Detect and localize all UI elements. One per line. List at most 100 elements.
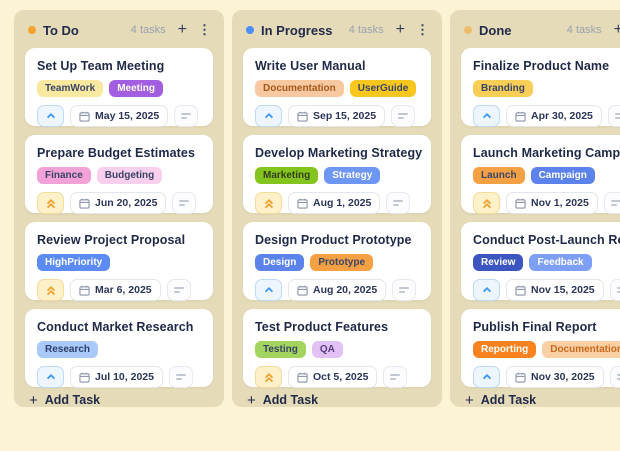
due-date-chip[interactable]: Nov 1, 2025 <box>506 192 598 214</box>
status-dot-icon <box>28 26 36 34</box>
priority-button[interactable] <box>37 366 64 388</box>
column-title: To Do <box>43 22 79 38</box>
notes-icon <box>173 291 180 293</box>
plus-icon: + <box>29 391 38 409</box>
notes-button[interactable] <box>166 279 191 301</box>
tag: TeamWork <box>37 80 104 97</box>
add-task-button[interactable]: + Add Task <box>25 387 213 409</box>
column-menu-button[interactable]: ⋮ <box>416 22 429 37</box>
priority-button[interactable] <box>255 192 282 214</box>
calendar-icon <box>79 198 90 209</box>
notes-icon <box>179 200 190 202</box>
due-date-chip[interactable]: Apr 30, 2025 <box>506 105 602 127</box>
calendar-icon <box>515 111 526 122</box>
priority-button[interactable] <box>255 279 282 301</box>
card-title: Design Product Prototype <box>255 233 412 247</box>
due-date: Mar 6, 2025 <box>95 284 152 296</box>
notes-icon <box>179 204 186 206</box>
notes-button[interactable] <box>383 366 408 388</box>
notes-button[interactable] <box>174 105 199 127</box>
priority-button[interactable] <box>255 105 282 127</box>
chevron-up-icon <box>482 112 491 122</box>
notes-icon <box>610 204 617 206</box>
add-task-button[interactable]: + Add Task <box>243 387 431 409</box>
task-card[interactable]: Review Project Proposal HighPriority Mar… <box>25 222 213 301</box>
add-task-label: Add Task <box>480 393 537 407</box>
task-card[interactable]: Publish Final Report Reporting Documentat… <box>461 309 620 388</box>
card-title: Publish Final Report <box>473 320 597 334</box>
task-count: 4 tasks <box>130 24 166 36</box>
priority-button[interactable] <box>255 366 282 388</box>
due-date-chip[interactable]: Jun 20, 2025 <box>70 192 167 214</box>
tag: Reporting <box>473 341 537 358</box>
task-card[interactable]: Write User Manual Documentation UserGuide… <box>243 48 431 127</box>
tag-list: HighPriority <box>37 254 201 271</box>
due-date-chip[interactable]: Aug 1, 2025 <box>288 192 381 214</box>
due-date-chip[interactable]: Mar 6, 2025 <box>70 279 161 301</box>
task-card[interactable]: Conduct Post-Launch Review Review Feedbac… <box>461 222 620 301</box>
tag-list: Reporting Documentation <box>473 341 620 358</box>
notes-button[interactable] <box>607 105 620 127</box>
card-meta: Jul 10, 2025 <box>37 366 201 388</box>
tag: Prototype <box>310 254 374 271</box>
due-date: Jul 10, 2025 <box>95 371 154 383</box>
task-card[interactable]: Develop Marketing Strategy Marketing Stra… <box>243 135 431 214</box>
task-card[interactable]: Conduct Market Research Research Jul 10,… <box>25 309 213 388</box>
column-header: To Do 4 tasks + ⋮ <box>25 22 213 38</box>
notes-button[interactable] <box>168 366 193 388</box>
tag-list: TeamWork Meeting <box>37 80 201 97</box>
task-card[interactable]: Launch Marketing Campaign Launch Campaign… <box>461 135 620 214</box>
due-date-chip[interactable]: May 15, 2025 <box>70 105 169 127</box>
calendar-icon <box>297 198 308 209</box>
due-date-chip[interactable]: Sep 15, 2025 <box>288 105 386 127</box>
card-meta: Mar 6, 2025 <box>37 279 201 301</box>
tag: Budgeting <box>96 167 163 184</box>
card-title: Test Product Features <box>255 320 389 334</box>
add-task-button[interactable]: + Add Task <box>461 387 620 408</box>
priority-button[interactable] <box>473 105 500 127</box>
calendar-icon <box>79 372 90 383</box>
notes-icon <box>393 200 404 202</box>
add-card-button[interactable]: + <box>395 21 405 38</box>
plus-icon: + <box>247 391 256 409</box>
due-date-chip[interactable]: Aug 20, 2025 <box>288 279 387 301</box>
priority-button[interactable] <box>37 279 64 301</box>
add-card-button[interactable]: + <box>613 21 620 38</box>
task-card[interactable]: Test Product Features Testing QA Oct 5, 2… <box>243 309 431 388</box>
priority-button[interactable] <box>473 192 500 214</box>
status-dot-icon <box>464 26 472 34</box>
priority-button[interactable] <box>473 366 500 388</box>
card-title: Conduct Market Research <box>37 320 194 334</box>
notes-button[interactable] <box>609 366 620 388</box>
notes-button[interactable] <box>603 192 620 214</box>
tag: Campaign <box>530 167 595 184</box>
task-card[interactable]: Set Up Team Meeting TeamWork Meeting May … <box>25 48 213 127</box>
column-menu-button[interactable]: ⋮ <box>198 22 211 37</box>
card-meta: Nov 1, 2025 <box>473 192 620 214</box>
due-date-chip[interactable]: Nov 30, 2025 <box>506 366 604 388</box>
priority-button[interactable] <box>473 279 500 301</box>
priority-button[interactable] <box>37 192 64 214</box>
calendar-icon <box>515 372 526 383</box>
task-card[interactable]: Design Product Prototype Design Prototype… <box>243 222 431 301</box>
task-card[interactable]: Finalize Product Name Branding Apr 30, 2… <box>461 48 620 127</box>
due-date-chip[interactable]: Nov 15, 2025 <box>506 279 604 301</box>
calendar-icon <box>297 372 308 383</box>
notes-button[interactable] <box>392 279 417 301</box>
notes-button[interactable] <box>386 192 411 214</box>
card-title: Conduct Post-Launch Review <box>473 233 620 247</box>
notes-icon <box>181 117 188 119</box>
notes-button[interactable] <box>172 192 197 214</box>
task-count: 4 tasks <box>348 24 384 36</box>
priority-button[interactable] <box>37 105 64 127</box>
card-meta: Sep 15, 2025 <box>255 105 419 127</box>
add-card-button[interactable]: + <box>177 21 187 38</box>
due-date-chip[interactable]: Jul 10, 2025 <box>70 366 163 388</box>
card-title: Launch Marketing Campaign <box>473 146 620 160</box>
due-date-chip[interactable]: Oct 5, 2025 <box>288 366 378 388</box>
notes-button[interactable] <box>391 105 416 127</box>
notes-icon <box>616 374 620 376</box>
tag-list: Design Prototype <box>255 254 419 271</box>
task-card[interactable]: Prepare Budget Estimates Finance Budgetin… <box>25 135 213 214</box>
notes-button[interactable] <box>609 279 620 301</box>
